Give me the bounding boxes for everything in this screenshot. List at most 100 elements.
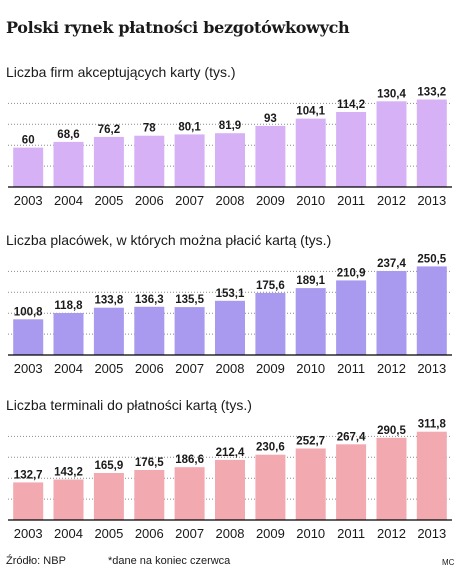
- x-tick-2009: 2009: [256, 361, 285, 376]
- x-tick-2006: 2006: [135, 361, 164, 376]
- panel-1-title: Liczba firm akceptujących karty (tys.): [6, 64, 236, 80]
- bar-2013: [416, 266, 447, 355]
- bar-2008: [215, 300, 245, 355]
- data-label-2004: 68,6: [57, 129, 79, 141]
- data-label-2011: 210,9: [337, 267, 366, 279]
- data-label-2009: 175,6: [256, 280, 285, 292]
- x-tick-2010: 2010: [296, 526, 325, 541]
- bar-2003: [13, 482, 44, 520]
- panel-1-chart: 60 2003 68,6 2004 76,2 2005 78 2006 80,1 2007 81,9…: [8, 87, 452, 208]
- panel-3-title: Liczba terminali do płatności kartą (tys…: [6, 397, 252, 413]
- data-label-2009: 93: [264, 113, 277, 125]
- bar-2008: [215, 459, 245, 520]
- x-tick-2011: 2011: [337, 526, 365, 541]
- x-tick-2004: 2004: [54, 361, 83, 376]
- data-label-2012: 237,4: [377, 258, 406, 270]
- bar-2013: [416, 99, 447, 187]
- x-tick-2004: 2004: [54, 193, 83, 208]
- bar-2009: [255, 292, 286, 355]
- bar-2012: [376, 101, 407, 187]
- footnote: *dane na koniec czerwca: [108, 555, 231, 567]
- data-label-2010: 189,1: [296, 275, 325, 287]
- x-tick-2010: 2010: [296, 361, 325, 376]
- chart-main-title: Polski rynek płatności bezgotówkowych: [6, 18, 350, 37]
- panel-2-title: Liczba placówek, w których można płacić …: [6, 232, 332, 248]
- data-label-2009: 230,6: [256, 442, 285, 454]
- data-label-2010: 104,1: [296, 106, 325, 118]
- bar-2007: [174, 307, 205, 355]
- x-tick-2008: 2008: [216, 361, 245, 376]
- data-label-2006: 78: [143, 123, 156, 135]
- x-tick-2009: 2009: [256, 526, 285, 541]
- bar-2011: [336, 444, 367, 520]
- bar-2010: [295, 448, 326, 520]
- data-label-2011: 114,2: [337, 99, 365, 111]
- x-tick-2007: 2007: [175, 193, 204, 208]
- x-tick-2003: 2003: [14, 361, 43, 376]
- x-tick-2008: 2008: [216, 193, 245, 208]
- bar-2008: [215, 133, 245, 187]
- bar-2011: [336, 112, 367, 187]
- data-label-2012: 130,4: [377, 88, 406, 100]
- bar-2005: [93, 136, 124, 187]
- data-label-2007: 186,6: [175, 454, 204, 466]
- data-label-2006: 136,3: [135, 294, 164, 306]
- data-label-2012: 290,5: [377, 425, 406, 437]
- bar-2005: [93, 473, 124, 520]
- data-label-2010: 252,7: [296, 436, 325, 448]
- bar-2003: [13, 147, 44, 187]
- x-tick-2005: 2005: [94, 526, 123, 541]
- panel-3-chart: 132,7 2003 143,2 2004 165,9 2005 176,5 2006 186,…: [8, 419, 452, 541]
- x-tick-2006: 2006: [135, 526, 164, 541]
- x-tick-2012: 2012: [377, 526, 406, 541]
- data-label-2007: 135,5: [175, 294, 204, 306]
- bar-2009: [255, 454, 286, 520]
- x-tick-2013: 2013: [417, 526, 446, 541]
- bar-2010: [295, 288, 326, 355]
- data-label-2013: 250,5: [417, 253, 446, 265]
- bar-2006: [134, 306, 165, 355]
- x-tick-2011: 2011: [337, 193, 365, 208]
- x-tick-2003: 2003: [14, 526, 43, 541]
- data-label-2005: 133,8: [95, 295, 124, 307]
- bar-2013: [416, 431, 447, 520]
- bar-2007: [174, 467, 205, 520]
- x-tick-2004: 2004: [54, 526, 83, 541]
- x-tick-2009: 2009: [256, 193, 285, 208]
- x-tick-2012: 2012: [377, 361, 406, 376]
- x-tick-2007: 2007: [175, 361, 204, 376]
- data-label-2013: 133,2: [417, 87, 446, 99]
- data-label-2006: 176,5: [135, 457, 164, 469]
- bar-2006: [134, 135, 165, 187]
- data-label-2003: 60: [22, 135, 35, 147]
- data-label-2008: 81,9: [219, 120, 241, 132]
- x-tick-2006: 2006: [135, 193, 164, 208]
- bar-2004: [53, 141, 84, 187]
- bar-2004: [53, 313, 84, 355]
- bar-2012: [376, 437, 407, 520]
- bar-2012: [376, 271, 407, 355]
- panel-2-chart: 100,8 2003 118,8 2004 133,8 2005 136,3 2006 135,…: [8, 253, 452, 376]
- x-tick-2013: 2013: [417, 361, 446, 376]
- data-label-2004: 143,2: [54, 467, 83, 479]
- x-tick-2008: 2008: [216, 526, 245, 541]
- data-label-2003: 132,7: [14, 469, 43, 481]
- x-tick-2003: 2003: [14, 193, 43, 208]
- bar-2003: [13, 319, 44, 355]
- data-label-2005: 76,2: [98, 124, 120, 136]
- data-label-2005: 165,9: [95, 460, 124, 472]
- data-label-2008: 153,1: [216, 288, 245, 300]
- data-label-2013: 311,8: [418, 419, 447, 431]
- x-tick-2012: 2012: [377, 193, 406, 208]
- data-label-2008: 212,4: [216, 447, 245, 459]
- x-tick-2007: 2007: [175, 526, 204, 541]
- x-tick-2010: 2010: [296, 193, 325, 208]
- bar-2009: [255, 125, 286, 187]
- data-label-2007: 80,1: [178, 121, 201, 133]
- bar-2005: [93, 307, 124, 355]
- credit-mark: MC: [442, 558, 455, 567]
- data-label-2011: 267,4: [337, 431, 366, 443]
- bar-2006: [134, 470, 165, 520]
- x-tick-2011: 2011: [337, 361, 365, 376]
- data-label-2003: 100,8: [14, 306, 43, 318]
